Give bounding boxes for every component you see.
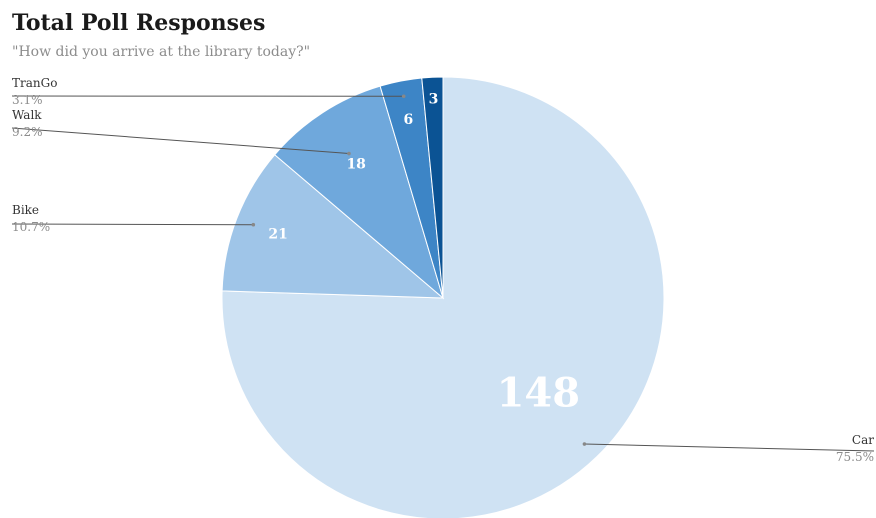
- leader-dot-walk: [347, 151, 351, 156]
- slice-category-trango: TranGo: [12, 76, 57, 90]
- leader-line-car: [584, 443, 875, 452]
- leader-dot-trango: [401, 94, 406, 99]
- pie-slices: [221, 76, 665, 518]
- slice-callouts: Car 75.5% Bike 10.7% Walk 9.2% TranGo 3.1%: [11, 76, 875, 464]
- pie-slice-slice-4: [421, 76, 444, 299]
- chart-title: Total Poll Responses: [12, 10, 265, 36]
- slice-value-walk: 18: [346, 157, 365, 173]
- leader-dot-bike: [251, 222, 256, 227]
- slice-percent-trango: 3.1%: [12, 93, 43, 107]
- slice-percent-car: 75.5%: [836, 450, 874, 464]
- slice-value-slice-4: 3: [429, 91, 439, 107]
- leader-line-walk: [11, 127, 349, 155]
- slice-percent-bike: 10.7%: [12, 220, 50, 234]
- pie-slice-walk: [274, 85, 444, 300]
- slice-value-labels: 148 21 18 63: [268, 91, 580, 416]
- chart-subtitle: "How did you arrive at the library today…: [12, 44, 310, 60]
- pie-slice-bike: [221, 154, 445, 299]
- slice-value-trango: 6: [403, 112, 413, 128]
- slice-category-car: Car: [852, 433, 874, 447]
- slice-percent-walk: 9.2%: [12, 125, 43, 139]
- slice-category-bike: Bike: [12, 203, 39, 217]
- slice-value-car: 148: [497, 369, 581, 416]
- slice-value-bike: 21: [268, 226, 287, 242]
- leader-dot-car: [582, 442, 587, 446]
- slice-category-walk: Walk: [12, 108, 42, 122]
- leader-line-bike: [11, 223, 254, 226]
